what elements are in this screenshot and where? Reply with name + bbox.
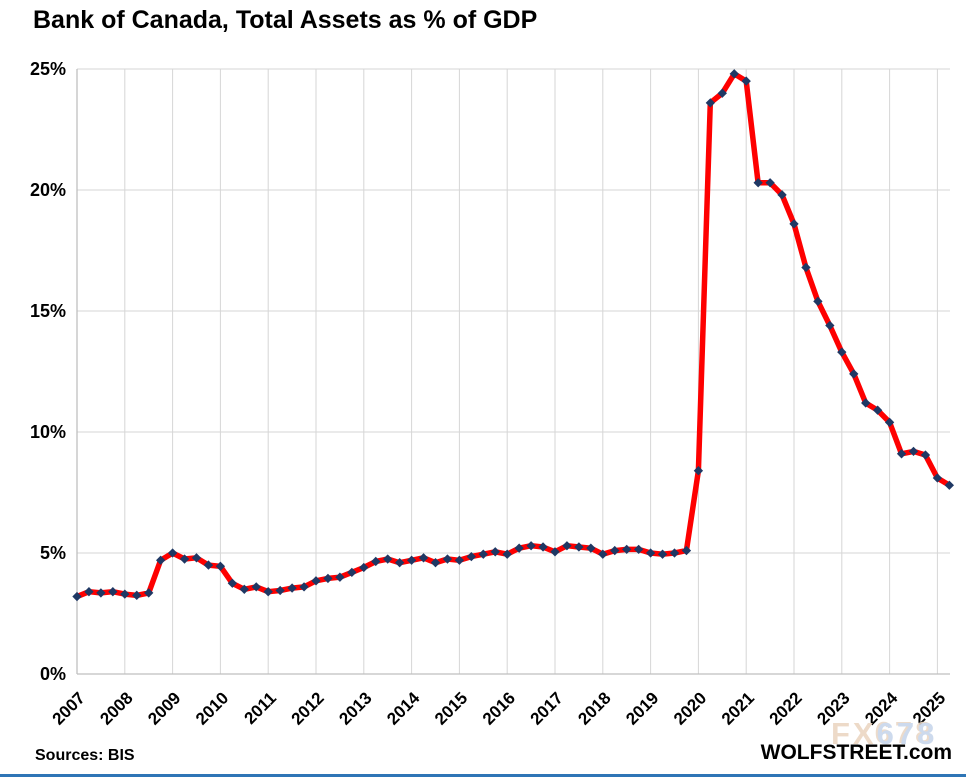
svg-text:2012: 2012 — [288, 688, 328, 728]
source-note: Sources: BIS — [35, 747, 135, 764]
svg-text:15%: 15% — [30, 301, 66, 321]
axis-lines — [76, 69, 950, 675]
svg-text:2019: 2019 — [622, 688, 662, 728]
x-axis-labels: 2007 2008 2009 2010 2011 2012 2013 2014 2015 2016… — [49, 688, 950, 729]
svg-text:2011: 2011 — [241, 688, 281, 728]
bottom-accent-bar — [0, 774, 966, 777]
svg-text:2022: 2022 — [766, 688, 806, 728]
svg-text:5%: 5% — [40, 543, 66, 563]
svg-text:2014: 2014 — [383, 688, 424, 729]
svg-text:2017: 2017 — [527, 688, 567, 728]
svg-text:2008: 2008 — [96, 688, 136, 728]
data-line — [74, 71, 953, 600]
svg-text:2020: 2020 — [670, 688, 710, 728]
svg-text:2018: 2018 — [574, 688, 614, 728]
watermark-text-678: 678 — [876, 716, 938, 751]
svg-text:2013: 2013 — [335, 688, 375, 728]
svg-text:2015: 2015 — [431, 688, 471, 728]
svg-text:2021: 2021 — [718, 688, 758, 728]
svg-text:2007: 2007 — [49, 688, 89, 728]
y-axis-labels: 0% 5% 10% 15% 20% 25% — [30, 59, 66, 684]
svg-text:0%: 0% — [40, 664, 66, 684]
fx678-watermark: FX678 — [831, 716, 937, 752]
svg-text:20%: 20% — [30, 180, 66, 200]
svg-text:10%: 10% — [30, 422, 66, 442]
svg-text:2016: 2016 — [479, 688, 519, 728]
watermark-text-fx: FX — [831, 716, 877, 751]
data-point-markers — [72, 69, 955, 602]
chart-title: Bank of Canada, Total Assets as % of GDP — [33, 6, 538, 34]
wolfstreet-brand: WOLFSTREET.com — [760, 741, 952, 764]
svg-text:2009: 2009 — [144, 688, 184, 728]
svg-text:2010: 2010 — [192, 688, 232, 728]
grid-lines — [76, 68, 950, 675]
svg-text:25%: 25% — [30, 59, 66, 79]
